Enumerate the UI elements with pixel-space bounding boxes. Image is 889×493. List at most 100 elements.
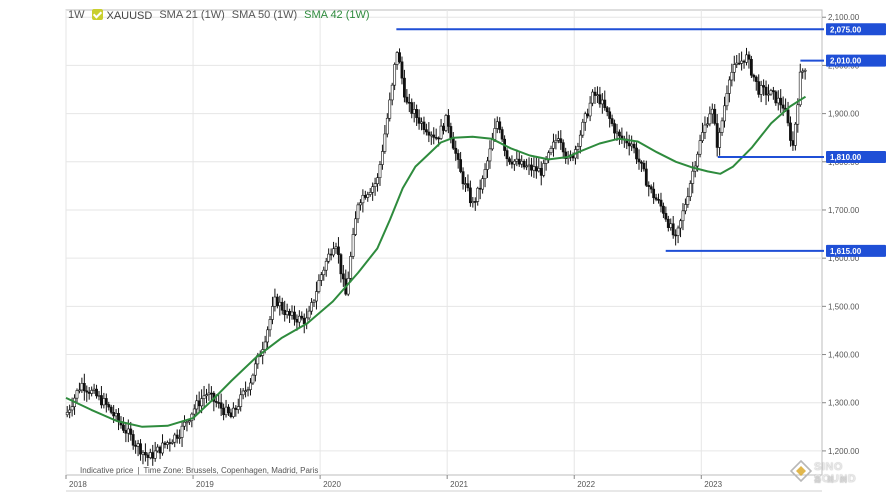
candle-body (527, 164, 531, 167)
y-tick-label: 1,300.00 (828, 399, 860, 408)
candle-body (359, 202, 362, 206)
symbol-label[interactable]: XAUUSD (91, 8, 152, 22)
indicative-price-note: Indicative price (80, 466, 134, 475)
level-tag-label: 2,010.00 (830, 57, 862, 66)
candle-body (285, 310, 289, 316)
chart-footnote: Indicative price | Time Zone: Brussels, Co… (80, 466, 319, 475)
candle-body (451, 137, 455, 149)
candle-body (425, 129, 428, 133)
watermark-logo: SINO SOUND 鑫 聲 網 (790, 458, 886, 488)
candle-body (512, 160, 516, 165)
candle-body (75, 390, 79, 399)
candle-body (696, 153, 700, 167)
y-tick-label: 1,700.00 (828, 206, 860, 215)
candle-body (490, 139, 494, 150)
candle-body (708, 113, 712, 125)
candle-body (644, 168, 648, 186)
candle-body (730, 71, 734, 81)
candles (65, 47, 807, 466)
candle-body (468, 187, 472, 204)
plot-area (65, 9, 823, 476)
candle-body (383, 133, 387, 152)
candle-body (371, 186, 375, 193)
candle-body (95, 388, 98, 397)
candle-body (505, 150, 509, 160)
candle-body (706, 123, 709, 126)
candle-body (556, 138, 560, 141)
candle-body (412, 109, 416, 114)
candle-body (315, 291, 318, 302)
timeframe-label[interactable]: 1W (68, 9, 85, 21)
candle-body (534, 166, 538, 172)
candle-body (393, 64, 397, 86)
candle-body (715, 123, 719, 148)
candle-body (434, 137, 438, 139)
candle-body (395, 52, 399, 65)
candle-body (752, 74, 756, 78)
level-tag-label: 2,075.00 (830, 25, 862, 34)
candle-body (723, 105, 726, 122)
candle-body (727, 79, 731, 94)
candle-body (104, 398, 108, 405)
candle-body (605, 107, 609, 113)
candle-body (640, 161, 643, 164)
visibility-checkbox-icon[interactable] (91, 8, 103, 20)
candle-body (669, 223, 673, 228)
candle-body (112, 412, 116, 417)
candle-body (552, 141, 555, 149)
candle-body (659, 199, 663, 207)
candle-body (244, 390, 247, 393)
candle-body (771, 90, 775, 93)
y-tick-label: 1,200.00 (828, 447, 860, 456)
candle-body (227, 406, 230, 414)
candle-body (151, 452, 155, 459)
sma42-legend[interactable]: SMA 42 (1W) (304, 9, 370, 21)
candle-body (234, 407, 238, 410)
candle-body (454, 147, 458, 154)
candle-body (173, 434, 177, 443)
candle-body (789, 122, 792, 141)
candle-body (97, 395, 101, 397)
sma21-legend[interactable]: SMA 21 (1W) (159, 9, 225, 21)
sma50-legend[interactable]: SMA 50 (1W) (231, 9, 298, 21)
candle-body (796, 104, 800, 125)
y-tick-label: 1,400.00 (828, 351, 860, 360)
candle-body (510, 161, 514, 165)
candle-body (109, 406, 113, 413)
candle-body (798, 71, 802, 106)
candle-body (449, 126, 453, 139)
candle-body (603, 99, 607, 108)
candle-body (241, 390, 245, 396)
candle-body (273, 296, 277, 307)
candle-body (300, 315, 304, 319)
candle-body (200, 398, 204, 407)
candle-body (175, 434, 179, 439)
candle-body (537, 168, 541, 172)
candle-body (676, 227, 680, 236)
candle-body (522, 160, 526, 168)
candle-body (464, 183, 467, 185)
candle-body (630, 143, 634, 147)
candle-body (586, 113, 590, 117)
candle-body (471, 201, 475, 204)
candle-body (764, 86, 768, 96)
candle-body (581, 121, 585, 136)
candle-body (781, 104, 785, 109)
candle-body (578, 134, 582, 147)
candle-body (525, 165, 528, 168)
candle-body (539, 168, 543, 176)
candle-body (679, 220, 682, 229)
candle-body (170, 441, 174, 444)
candle-body (271, 306, 274, 320)
candle-body (754, 76, 758, 82)
candle-body (608, 111, 612, 119)
candle-body (407, 101, 411, 104)
candle-body (698, 140, 702, 155)
candle-body (239, 394, 243, 407)
candle-body (627, 142, 631, 147)
candle-body (520, 160, 524, 165)
candle-body (141, 452, 145, 455)
candle-body (791, 140, 795, 146)
candle-body (288, 310, 291, 316)
